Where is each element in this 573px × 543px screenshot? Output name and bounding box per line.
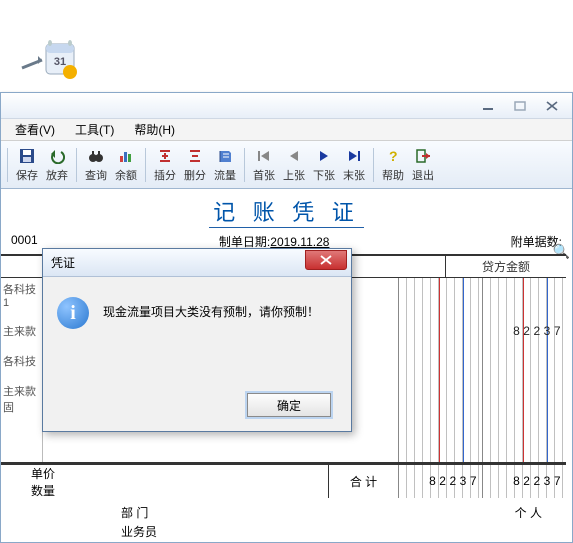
tb-query-label: 查询 [85,167,107,183]
prev-icon [285,147,303,165]
tb-save-label: 保存 [16,167,38,183]
tb-abandon[interactable]: 放弃 [42,143,72,187]
tb-help-label: 帮助 [382,167,404,183]
exit-icon [414,147,432,165]
last-icon [345,147,363,165]
tb-insert[interactable]: 插分 [150,143,180,187]
delete-row-icon [186,147,204,165]
tb-last[interactable]: 末张 [339,143,369,187]
binoculars-icon [87,147,105,165]
book-icon [216,147,234,165]
menu-bar: 查看(V) 工具(T) 帮助(H) [1,119,572,141]
tb-exit[interactable]: 退出 [408,143,438,187]
tb-delete-label: 删分 [184,167,206,183]
dialog-ok-button[interactable]: 确定 [247,393,331,417]
voucher-footer: 部 门 个 人 [1,498,572,521]
foot-dept: 部 门 [121,504,148,521]
total-row: 单价 数量 合 计 82237 82237 [1,464,566,498]
sum-unitprice-label: 单价 [31,465,328,482]
foot-clerk: 业务员 [121,523,157,540]
debit-total: 82237 [429,474,480,488]
dialog-message: 现金流量项目大类没有预制，请你预制！ [103,297,319,320]
help-icon: ? [384,147,402,165]
tb-next-label: 下张 [313,167,335,183]
tb-balance-label: 余额 [115,167,137,183]
save-icon [18,147,36,165]
tb-first[interactable]: 首张 [249,143,279,187]
credit-amount-row: 82237 [513,324,564,338]
tb-last-label: 末张 [343,167,365,183]
tb-prev[interactable]: 上张 [279,143,309,187]
desktop-shortcut-icon[interactable]: 31 [20,38,80,88]
tb-query[interactable]: 查询 [81,143,111,187]
window-titlebar [1,93,572,119]
tb-prev-label: 上张 [283,167,305,183]
info-icon: i [57,297,89,329]
voucher-title: 记 账 凭 证 [1,189,572,227]
svg-text:31: 31 [54,56,66,68]
tb-insert-label: 插分 [154,167,176,183]
tb-next[interactable]: 下张 [309,143,339,187]
dialog-close-button[interactable] [305,250,347,270]
menu-help[interactable]: 帮助(H) [124,121,185,138]
foot-person: 个 人 [515,504,542,521]
left-snippets: 各科技 1 主来款 各科技 主来款 固 [1,278,43,462]
maximize-button[interactable] [506,98,534,114]
message-dialog: 凭证 i 现金流量项目大类没有预制，请你预制！ 确定 [42,248,352,432]
close-button[interactable] [538,98,566,114]
minimize-button[interactable] [474,98,502,114]
undo-icon [48,147,66,165]
toolbar: 保存 放弃 查询 余额 插分 删分 流量 首张 [1,141,572,189]
insert-row-icon [156,147,174,165]
tb-exit-label: 退出 [412,167,434,183]
menu-view[interactable]: 查看(V) [5,121,65,138]
dialog-title: 凭证 [51,254,75,271]
next-icon [315,147,333,165]
tb-save[interactable]: 保存 [12,143,42,187]
tb-help[interactable]: ? 帮助 [378,143,408,187]
tb-delete[interactable]: 删分 [180,143,210,187]
menu-tools[interactable]: 工具(T) [65,121,124,138]
credit-total: 82237 [513,474,564,488]
svg-text:?: ? [389,148,398,164]
first-icon [255,147,273,165]
tb-flow[interactable]: 流量 [210,143,240,187]
tb-balance[interactable]: 余额 [111,143,141,187]
voucher-seq: 0001 [11,233,38,250]
sum-mid-label: 合 计 [328,465,398,498]
tb-abandon-label: 放弃 [46,167,68,183]
sum-qty-label: 数量 [31,482,328,499]
tb-first-label: 首张 [253,167,275,183]
chart-icon [117,147,135,165]
tb-flow-label: 流量 [214,167,236,183]
credit-header: 贷方金额 [446,256,566,277]
